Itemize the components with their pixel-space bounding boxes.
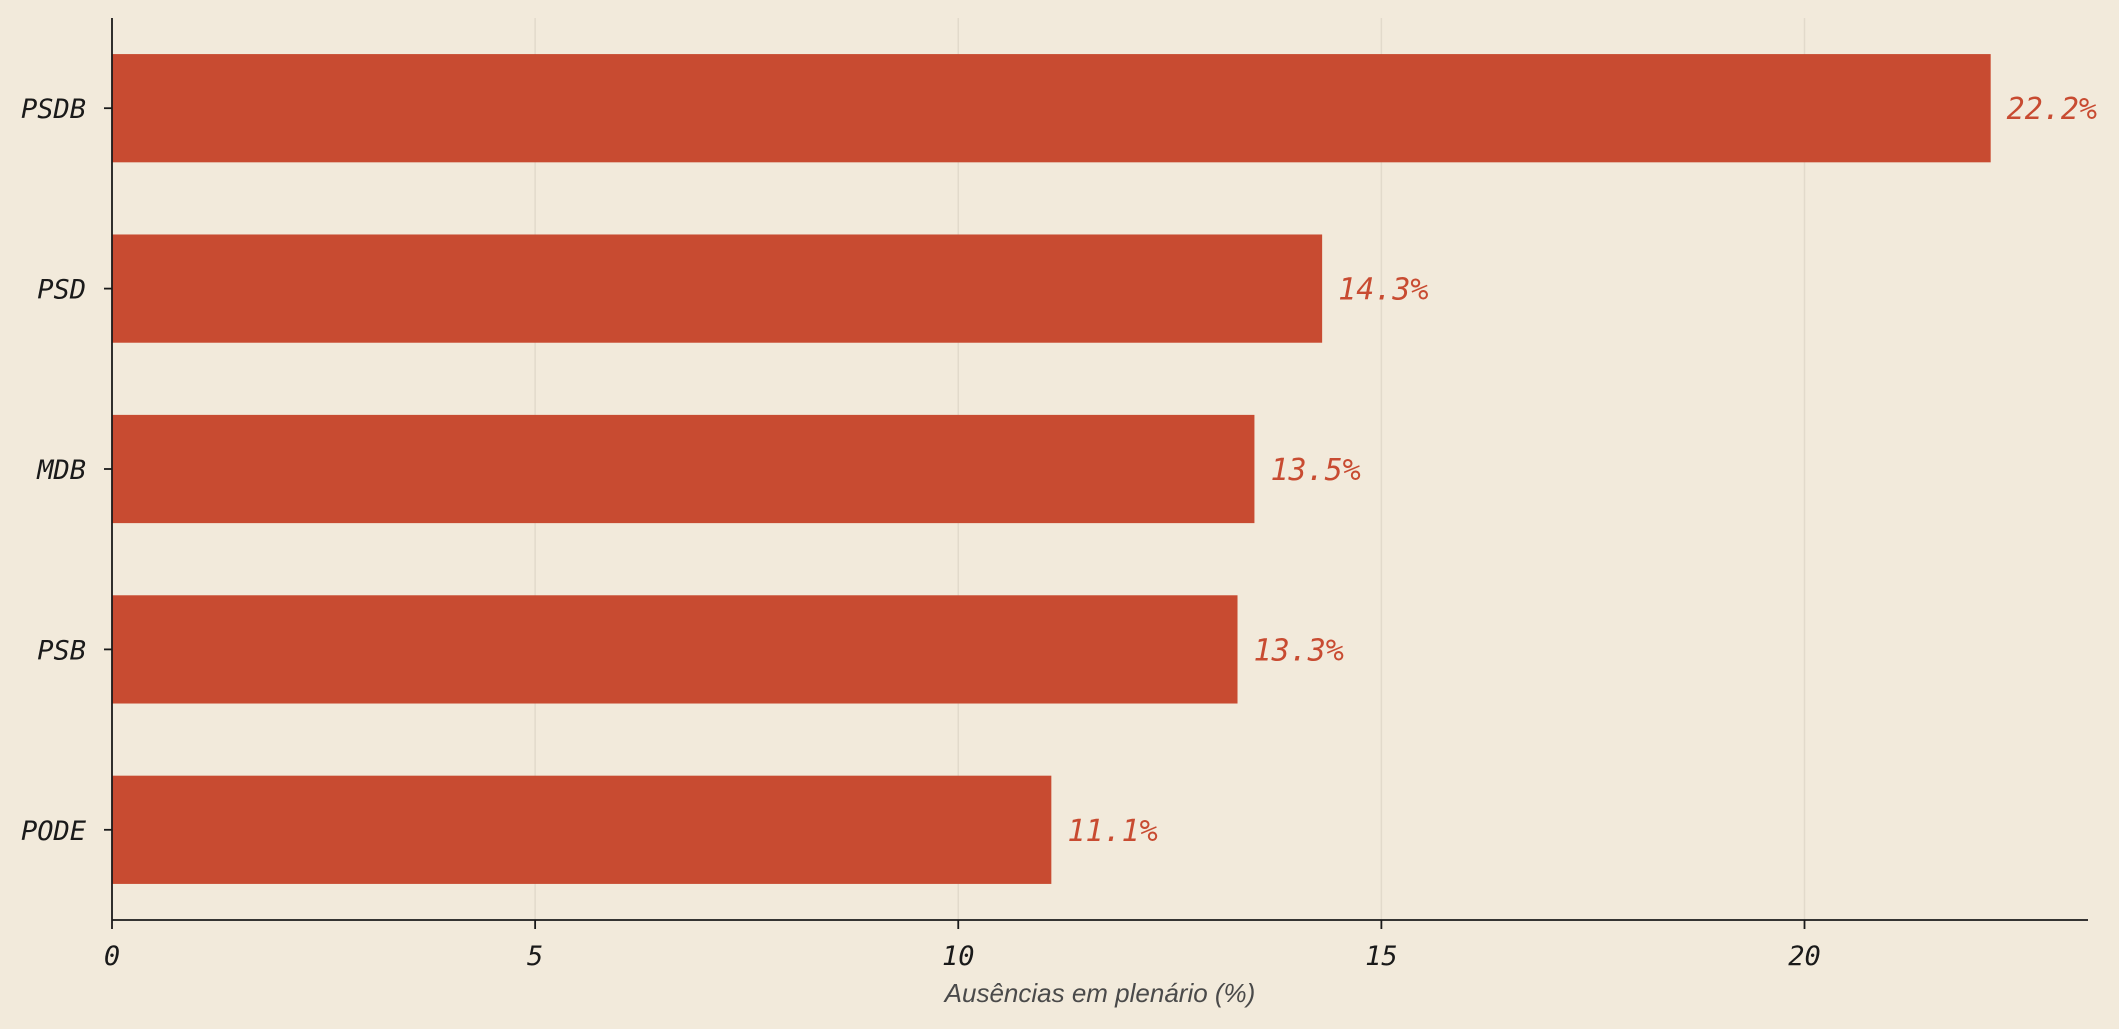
x-tick-label-3: 15 (1365, 941, 1398, 972)
category-label-psd: PSD (37, 275, 86, 306)
x-tick-label-4: 20 (1788, 941, 1821, 972)
axes (104, 18, 2088, 929)
x-tick-label-0: 0 (104, 941, 120, 972)
bar-psb (112, 595, 1238, 704)
category-label-pode: PODE (21, 816, 87, 847)
value-label-psdb: 22.2% (2007, 92, 2097, 127)
x-axis-title: Ausências em plenário (%) (943, 978, 1256, 1008)
value-label-psd: 14.3% (1338, 273, 1428, 308)
category-label-psb: PSB (37, 635, 86, 666)
bar-pode (112, 775, 1052, 884)
bars (112, 54, 1991, 884)
value-label-pode: 11.1% (1067, 814, 1157, 849)
bar-mdb (112, 414, 1255, 524)
value-label-psb: 13.3% (1254, 633, 1344, 668)
bar-psd (112, 234, 1323, 343)
x-tick-label-1: 5 (527, 941, 543, 972)
category-label-mdb: MDB (36, 455, 86, 486)
category-label-psdb: PSDB (21, 94, 86, 125)
bar-psdb (112, 54, 1991, 163)
labels: 0 5 10 15 20 PSDB 22.2% PSD 14.3% MDB 13.5% PSB 13.3… (21, 92, 2097, 972)
value-label-mdb: 13.5% (1270, 453, 1360, 488)
x-tick-label-2: 10 (942, 941, 975, 972)
